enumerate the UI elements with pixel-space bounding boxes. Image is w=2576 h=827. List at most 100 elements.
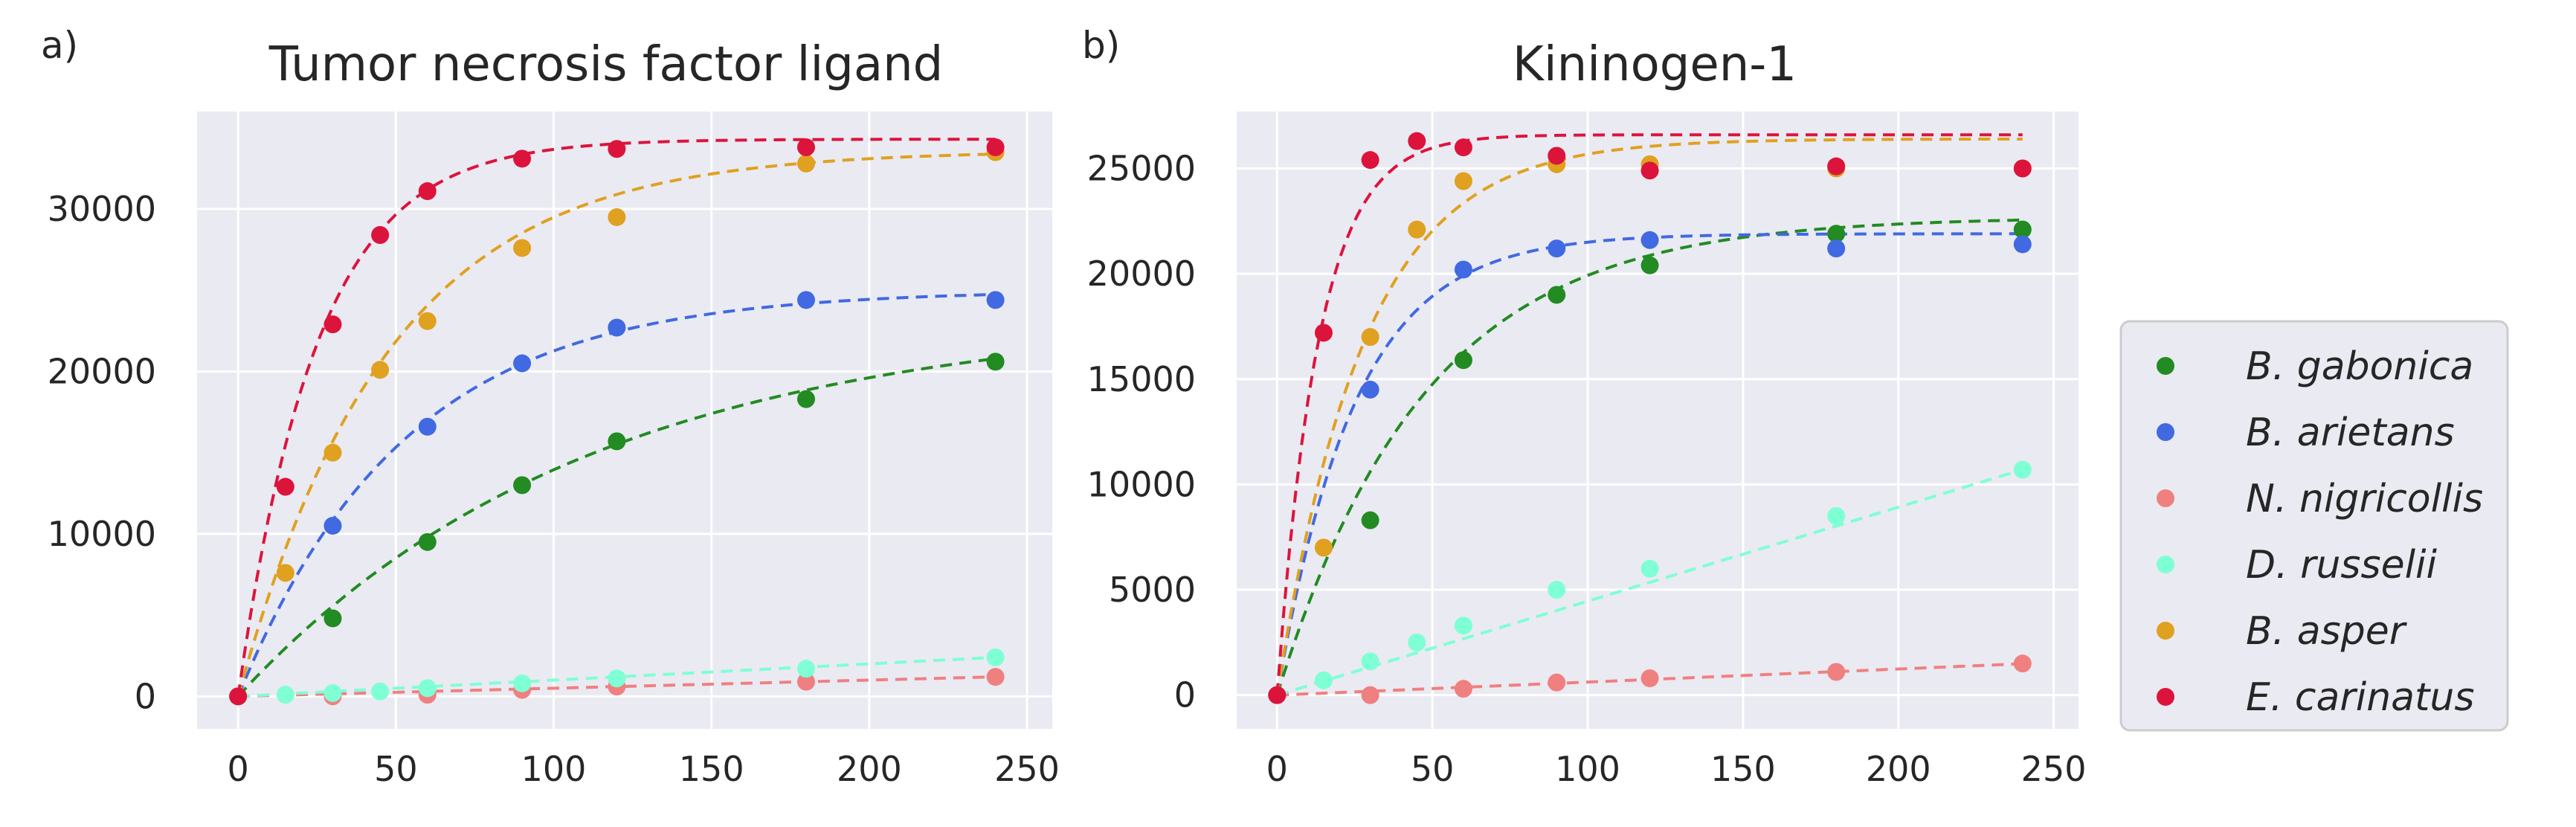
panel-b-point-d-russelii bbox=[1361, 652, 1379, 671]
panel-b-y-tick-label: 5000 bbox=[1109, 570, 1196, 610]
legend-label-b-asper: B. asper bbox=[2246, 609, 2408, 654]
panel-b-point-b-arietans bbox=[2013, 235, 2032, 254]
panel-a-point-d-russelii bbox=[513, 674, 532, 692]
panel-b-x-tick-label: 150 bbox=[1710, 749, 1776, 789]
panel-a-x-tick-label: 200 bbox=[837, 749, 902, 789]
panel-a-point-b-asper bbox=[797, 154, 816, 173]
legend-label-d-russelii: D. russelii bbox=[2246, 543, 2438, 588]
panel-a-x-tick-label: 0 bbox=[228, 749, 249, 789]
legend-marker-e-carinatus bbox=[2157, 688, 2174, 706]
panel-a-point-e-carinatus bbox=[418, 182, 437, 201]
panel-b-point-e-carinatus bbox=[1361, 151, 1379, 170]
panel-a-point-b-gabonica bbox=[986, 353, 1005, 371]
panel-b-point-b-gabonica bbox=[1827, 225, 1846, 243]
panel-a-point-e-carinatus bbox=[513, 149, 532, 168]
panel-b-point-d-russelii bbox=[1827, 506, 1846, 525]
panel-b-point-d-russelii bbox=[1640, 559, 1659, 578]
panel-a-label: a) bbox=[41, 24, 78, 67]
panel-b-point-b-arietans bbox=[1827, 239, 1846, 258]
legend-label-b-gabonica: B. gabonica bbox=[2246, 344, 2473, 389]
panel-a-point-d-russelii bbox=[371, 682, 390, 701]
panel-b-fit-b-asper bbox=[1275, 138, 2023, 696]
panel-b: b) Kininogen-1 0 50 100 150 200 250 0 5000 1000… bbox=[1082, 24, 2086, 789]
panel-b-point-d-russelii bbox=[1454, 617, 1472, 635]
panel-b-point-b-asper bbox=[1314, 538, 1333, 557]
panel-a-point-d-russelii bbox=[986, 648, 1005, 666]
panel-a-point-n-nigricollis bbox=[986, 668, 1005, 686]
panel-b-point-d-russelii bbox=[1314, 671, 1333, 689]
panel-b-point-e-carinatus bbox=[1640, 161, 1659, 180]
panel-b-point-b-asper bbox=[1361, 328, 1379, 347]
panel-b-point-e-carinatus bbox=[1827, 157, 1846, 176]
panel-a-point-e-carinatus bbox=[371, 226, 390, 244]
panel-b-point-n-nigricollis bbox=[1640, 669, 1659, 688]
legend-marker-b-arietans bbox=[2157, 423, 2174, 441]
panel-a-point-d-russelii bbox=[797, 660, 816, 678]
panel-a-point-d-russelii bbox=[608, 669, 626, 688]
panel-b-plot-area bbox=[1237, 112, 2078, 729]
panel-b-point-e-carinatus bbox=[1408, 132, 1426, 150]
panel-b-point-b-arietans bbox=[1640, 231, 1659, 249]
panel-b-y-tick-label: 0 bbox=[1174, 675, 1196, 715]
panel-b-point-b-arietans bbox=[1361, 380, 1379, 399]
panel-a-point-b-arietans bbox=[986, 291, 1005, 309]
panel-b-y-tick-label: 20000 bbox=[1087, 254, 1196, 294]
panel-b-fit-d-russelii bbox=[1276, 468, 2023, 697]
panel-b-title: Kininogen-1 bbox=[1513, 37, 1797, 92]
panel-a-point-b-asper bbox=[608, 207, 626, 226]
panel-b-point-e-carinatus bbox=[1548, 147, 1566, 165]
panel-a-x-tick-label: 50 bbox=[374, 749, 418, 789]
panel-a-point-b-arietans bbox=[797, 291, 816, 309]
panel-b-point-n-nigricollis bbox=[1361, 686, 1379, 704]
legend-label-b-arietans: B. arietans bbox=[2246, 411, 2455, 455]
panel-a-y-ticks: 0 10000 20000 30000 bbox=[48, 189, 156, 716]
panel-a-point-d-russelii bbox=[323, 683, 342, 702]
panel-b-point-b-gabonica bbox=[1640, 256, 1659, 274]
panel-b-x-tick-label: 100 bbox=[1555, 749, 1620, 789]
panel-a-point-b-arietans bbox=[323, 516, 342, 535]
panel-a-y-tick-label: 0 bbox=[135, 676, 156, 716]
legend-label-e-carinatus: E. carinatus bbox=[2246, 675, 2474, 720]
panel-a-point-e-carinatus bbox=[323, 315, 342, 334]
panel-b-point-b-asper bbox=[1454, 172, 1472, 190]
legend-marker-b-gabonica bbox=[2157, 357, 2174, 375]
panel-b-y-tick-label: 25000 bbox=[1087, 148, 1196, 188]
panel-a-point-d-russelii bbox=[418, 679, 437, 698]
panel-b-y-tick-label: 10000 bbox=[1087, 464, 1196, 504]
panel-b-point-b-gabonica bbox=[2013, 220, 2032, 239]
panel-b-x-tick-label: 250 bbox=[2021, 749, 2087, 789]
panel-a-point-b-asper bbox=[323, 443, 342, 462]
panel-b-point-e-carinatus bbox=[1454, 138, 1472, 157]
legend-label-n-nigricollis: N. nigricollis bbox=[2246, 477, 2483, 521]
panel-a-point-b-gabonica bbox=[323, 609, 342, 628]
legend: B. gabonica B. arietans N. nigricollis D. r… bbox=[2119, 320, 2509, 732]
panel-b-x-tick-label: 50 bbox=[1411, 749, 1455, 789]
panel-a: a) Tumor necrosis factor ligand 0 50 100 15… bbox=[41, 24, 1060, 789]
panel-a-point-e-carinatus bbox=[276, 477, 294, 496]
panel-b-point-d-russelii bbox=[1548, 581, 1566, 599]
panel-a-point-n-nigricollis bbox=[797, 672, 816, 691]
panel-b-point-n-nigricollis bbox=[2013, 654, 2032, 673]
panel-a-y-tick-label: 20000 bbox=[48, 351, 156, 391]
legend-entries: B. gabonica B. arietans N. nigricollis D. r… bbox=[2157, 344, 2483, 720]
panel-a-point-b-gabonica bbox=[513, 476, 532, 495]
panel-b-point-e-carinatus bbox=[1268, 686, 1287, 704]
legend-marker-n-nigricollis bbox=[2157, 489, 2174, 507]
panel-a-fit-b-asper bbox=[236, 152, 996, 697]
panel-a-point-b-gabonica bbox=[797, 390, 816, 408]
panel-b-y-tick-label: 15000 bbox=[1087, 359, 1196, 399]
panel-b-x-ticks: 0 50 100 150 200 250 bbox=[1266, 749, 2087, 789]
panel-a-point-b-arietans bbox=[418, 417, 437, 436]
panel-b-point-n-nigricollis bbox=[1548, 673, 1566, 692]
panel-a-point-e-carinatus bbox=[797, 138, 816, 157]
panel-a-point-e-carinatus bbox=[229, 687, 248, 706]
panel-b-point-d-russelii bbox=[1408, 633, 1426, 651]
panel-a-point-e-carinatus bbox=[986, 138, 1005, 157]
panel-b-fit-b-gabonica bbox=[1275, 218, 2023, 696]
panel-b-point-b-gabonica bbox=[1548, 286, 1566, 304]
panel-a-point-b-arietans bbox=[608, 318, 626, 337]
panel-a-y-tick-label: 10000 bbox=[48, 514, 156, 554]
panel-a-point-b-gabonica bbox=[418, 532, 437, 551]
panel-b-point-b-asper bbox=[1408, 220, 1426, 239]
